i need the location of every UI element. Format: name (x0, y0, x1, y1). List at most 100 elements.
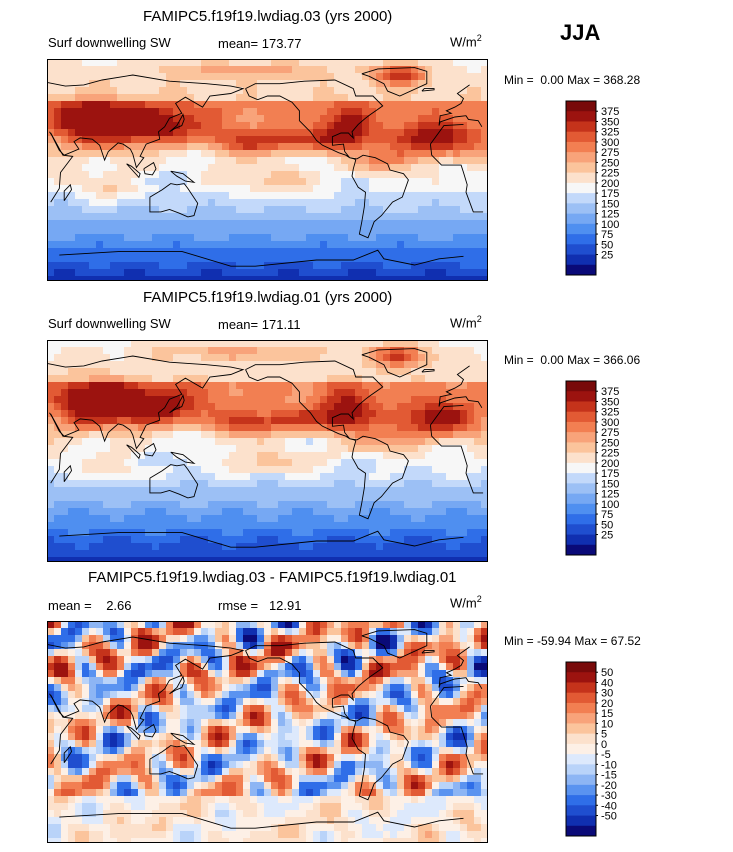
panel1-map-cell (460, 122, 468, 130)
panel1-map-cell (376, 185, 384, 193)
panel2-map-cell (390, 473, 398, 481)
panel1-map-cell (243, 122, 251, 130)
panel1-map-cell (68, 115, 76, 123)
panel1-map-cell (467, 192, 475, 200)
panel1-map-cell (271, 255, 279, 263)
panel1-map-cell (215, 150, 223, 158)
panel1-map-cell (334, 80, 342, 88)
panel1-map-cell (376, 199, 384, 207)
panel2-map-cell (215, 473, 223, 481)
panel2-map-cell (103, 375, 111, 383)
panel2-map-cell (201, 480, 209, 488)
panel1-map-cell (131, 206, 139, 214)
panel3-map-cell (131, 635, 139, 643)
panel1-map-cell (334, 87, 342, 95)
panel1-map-cell (390, 227, 398, 235)
panel2-map-cell (222, 340, 230, 348)
panel2-map-cell (173, 550, 181, 558)
panel2-map-cell (341, 459, 349, 467)
panel1-map-cell (474, 157, 482, 165)
panel1-map-cell (425, 171, 433, 179)
panel1-map-cell (327, 115, 335, 123)
panel3-map-cell (75, 691, 83, 699)
panel2-map-cell (390, 424, 398, 432)
panel2-map-cell (362, 361, 370, 369)
panel1-map-cell (187, 108, 195, 116)
panel2-map-cell (96, 375, 104, 383)
panel2-map-cell (285, 368, 293, 376)
panel2-map-cell (481, 389, 488, 397)
panel2-map-cell (411, 508, 419, 516)
panel1-map-cell (404, 122, 412, 130)
panel3-map-cell (369, 698, 377, 706)
panel1-map-cell (264, 171, 272, 179)
panel2-map-cell (411, 445, 419, 453)
panel3-map-cell (390, 621, 398, 629)
panel3-map-cell (285, 663, 293, 671)
panel2-map-cell (103, 515, 111, 523)
panel1-map-cell (257, 150, 265, 158)
panel2-map-cell (250, 529, 258, 537)
panel2-map-cell (376, 361, 384, 369)
panel1-map-cell (194, 150, 202, 158)
panel3-map-cell (432, 635, 440, 643)
panel3-map-cell (201, 628, 209, 636)
panel1-map-cell (278, 213, 286, 221)
panel3-map-cell (103, 649, 111, 657)
panel3-map-cell (131, 656, 139, 664)
panel3-map-cell (187, 677, 195, 685)
panel2-map-cell (418, 417, 426, 425)
panel2-map-cell (124, 508, 132, 516)
panel1-map-cell (285, 178, 293, 186)
panel1-map-cell (236, 171, 244, 179)
panel2-map-cell (75, 536, 83, 544)
panel1-map-cell (439, 108, 447, 116)
panel1-map-cell (453, 206, 461, 214)
panel1-map-cell (215, 129, 223, 137)
panel1-map-cell (54, 262, 62, 270)
panel2-map-cell (68, 431, 76, 439)
panel3-map-cell (138, 691, 146, 699)
panel3-map-cell (418, 656, 426, 664)
panel2-map-cell (173, 452, 181, 460)
panel3-map-cell (103, 705, 111, 713)
panel2-map-cell (243, 354, 251, 362)
panel1-map-cell (376, 136, 384, 144)
panel1-map-cell (68, 108, 76, 116)
panel2-map-cell (68, 410, 76, 418)
panel3-map-cell (362, 684, 370, 692)
panel3-map-cell (131, 698, 139, 706)
panel2-map-cell (208, 473, 216, 481)
panel1-map-cell (264, 269, 272, 277)
panel1-map-cell (82, 262, 90, 270)
panel2-map-cell (229, 389, 237, 397)
panel2-map-cell (432, 403, 440, 411)
panel1-map-cell (187, 199, 195, 207)
panel2-map-cell (320, 403, 328, 411)
panel1-map-cell (411, 87, 419, 95)
panel2-map-cell (222, 487, 230, 495)
panel2-map-cell (481, 445, 488, 453)
panel2-map-cell (383, 403, 391, 411)
panel2-map-cell (145, 354, 153, 362)
panel3-map-cell (166, 656, 174, 664)
panel1-map-cell (418, 101, 426, 109)
panel1-map-cell (418, 276, 426, 281)
panel1-map-cell (432, 276, 440, 281)
panel2-map-cell (194, 368, 202, 376)
panel1-colorbar-tick-label: 325 (601, 127, 619, 139)
panel1-map-cell (432, 136, 440, 144)
panel2-map-cell (271, 410, 279, 418)
panel2-map-cell (61, 431, 69, 439)
panel2-map-cell (446, 340, 454, 348)
panel2-map-cell (460, 354, 468, 362)
panel1-map-cell (271, 129, 279, 137)
panel1-map-cell (432, 220, 440, 228)
panel1-map-cell (362, 143, 370, 151)
panel1-map-cell (292, 59, 300, 67)
panel1-map-cell (173, 192, 181, 200)
panel1-map-cell (334, 185, 342, 193)
panel1-map-cell (54, 101, 62, 109)
panel2-map-cell (166, 431, 174, 439)
panel1-map-cell (103, 269, 111, 277)
